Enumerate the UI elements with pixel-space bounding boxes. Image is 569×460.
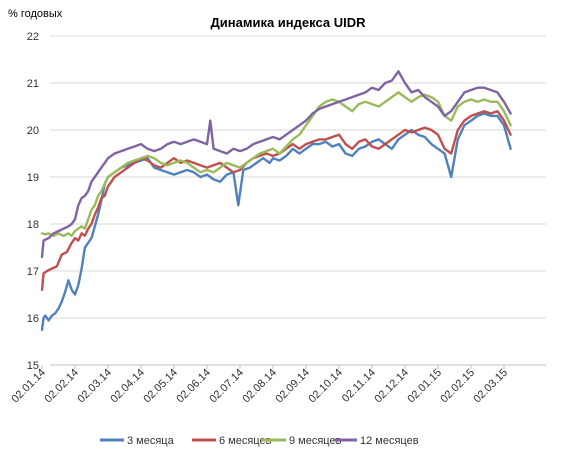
series-line-4 — [40, 70, 512, 259]
x-tick-label: 02.12.14 — [372, 367, 411, 406]
y-tick-label: 20 — [27, 125, 39, 137]
legend: 3 месяца 6 месяцев 9 месяцев 12 месяцев — [100, 435, 419, 447]
y-tick-label: 19 — [27, 172, 39, 184]
legend-label-3: 9 месяцев — [289, 435, 342, 447]
y-tick-label: 15 — [27, 360, 39, 372]
series-lines — [40, 70, 512, 331]
x-tick-label: 02.06.14 — [174, 367, 213, 406]
x-tick-label: 02.08.14 — [240, 367, 279, 406]
legend-label-2: 6 месяцев — [219, 435, 272, 447]
x-tick-label: 02.02.15 — [438, 367, 477, 406]
x-tick-label: 02.03.14 — [75, 367, 114, 406]
legend-label-4: 12 месяцев — [360, 435, 419, 447]
x-tick-label: 02.07.14 — [207, 367, 246, 406]
x-tick-label: 02.03.15 — [471, 367, 510, 406]
y-tick-label: 16 — [27, 313, 39, 325]
y-tick-label: 17 — [27, 266, 39, 278]
legend-label-1: 3 месяца — [127, 435, 175, 447]
y-tick-label: 18 — [27, 219, 39, 231]
y-axis-label: % годовых — [8, 8, 63, 20]
x-tick-label: 02.10.14 — [306, 367, 345, 406]
x-tick-label: 02.01.15 — [405, 367, 444, 406]
x-tick-label: 02.01.14 — [9, 367, 48, 406]
x-tick-label: 02.09.14 — [273, 367, 312, 406]
x-tick-label: 02.05.14 — [141, 367, 180, 406]
chart-title: Динамика индекса UIDR — [211, 15, 367, 30]
x-tick-label: 02.11.14 — [340, 367, 378, 405]
series-line-3 — [40, 91, 512, 238]
y-tick-label: 22 — [27, 31, 39, 43]
x-tick-label: 02.04.14 — [108, 367, 147, 406]
x-tick-label: 02.02.14 — [42, 367, 81, 406]
y-tick-label: 21 — [27, 78, 39, 90]
gridlines — [50, 35, 546, 366]
y-tick-labels: 15 16 17 18 19 20 21 22 — [27, 31, 39, 372]
series-line-1 — [40, 112, 512, 331]
x-tick-labels: 02.01.1402.02.1402.03.1402.04.1402.05.14… — [9, 365, 510, 405]
